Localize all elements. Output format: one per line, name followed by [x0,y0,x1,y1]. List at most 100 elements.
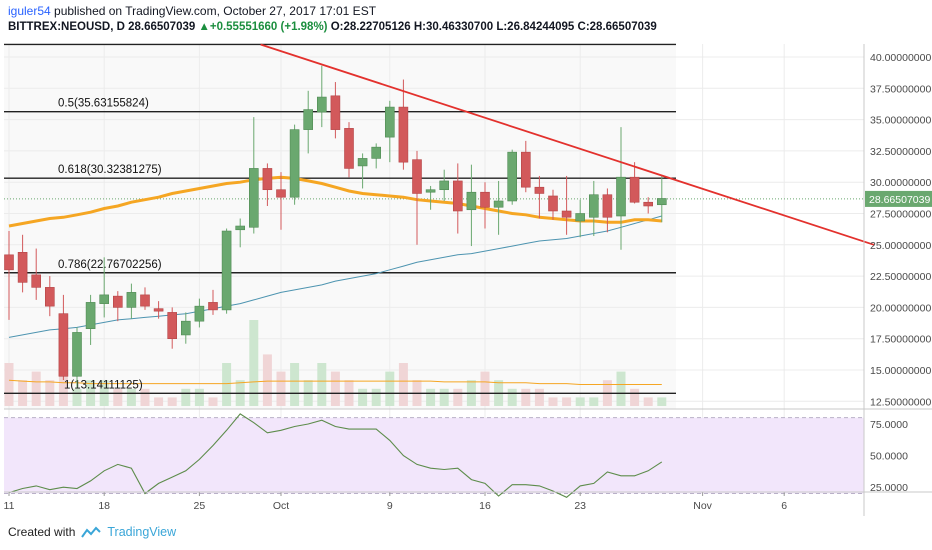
candle [99,257,109,318]
candle-body [140,294,150,307]
price-axis-label: 17.50000000 [870,334,931,346]
candle-body [520,151,531,188]
volume-bar [439,388,449,406]
candle [466,164,477,247]
volume-bar [317,363,327,406]
candle [167,307,177,349]
volume-bar [58,371,68,406]
candle-body [602,194,613,218]
candle-body [126,292,137,308]
candle [588,180,599,237]
candle [235,218,245,248]
candle-body [153,308,164,312]
candle-body [371,146,382,159]
price-axis-label: 20.00000000 [870,302,931,314]
volume-bar [589,397,599,406]
tradingview-logo-icon [81,526,102,538]
candle-body [629,176,640,203]
footer: Created with TradingView [8,525,176,539]
volume-bar [371,388,381,406]
time-axis-label: 16 [479,500,491,512]
rsi-line [8,413,663,498]
symbol-info-line: BITTREX:NEOUSD, D 28.66507039 ▲+0.555516… [8,21,657,33]
last-price: 28.66507039 [124,21,199,33]
volume-bar [167,397,177,406]
price-axis-label: 22.50000000 [870,271,931,283]
candle [575,199,586,238]
publish-line: iguler54 published on TradingView.com, O… [8,4,376,18]
candle-body [276,189,286,198]
candle-body [235,225,245,231]
candle [126,283,137,319]
candle-body [4,254,14,271]
volume-bar [249,320,259,406]
author-link[interactable]: iguler54 [8,4,51,18]
volume-bar [657,397,667,406]
fib-level-label: 0.786(22.76702256) [58,259,162,271]
symbol-label: BITTREX:NEOUSD, D [8,21,125,33]
candle-body [72,332,82,377]
volume-bar [521,388,531,406]
volume-bar [31,371,41,406]
candle-body [181,320,191,336]
candle [44,276,55,317]
tradingview-brand[interactable]: TradingView [107,525,177,539]
volume-bar [358,388,368,406]
candle [344,122,354,178]
volume-bar [548,397,558,406]
volume-bar [154,397,164,406]
volume-bar [562,397,572,406]
candle [208,289,218,315]
candle-body [44,287,55,307]
candle-body [480,191,490,208]
candle-body [289,129,300,198]
volume-bar [290,363,300,406]
volume-bar [4,363,14,406]
price-axis-label: 15.00000000 [870,365,931,377]
candle [439,169,450,201]
candle-body [466,191,477,211]
candle [249,117,259,234]
candle [316,65,327,128]
candle [629,162,640,204]
candle-body [249,168,259,228]
candle-body [588,194,599,218]
fib-level-label: 0.5(35.63155824) [58,98,149,110]
candle-body [534,186,545,194]
volume-bar [398,363,408,406]
candle-body [262,168,273,191]
volume-bar [262,354,272,406]
candle [303,90,314,154]
candle [520,140,531,193]
candle-body [99,294,109,304]
candle-body [85,302,96,329]
volume-bar [426,388,436,406]
volume-bar [113,388,123,406]
rsi-axis-label: 75.0000 [870,419,908,431]
last-price-tag-label: 28.66507039 [869,194,930,206]
candle [31,248,42,300]
time-axis-label: 18 [98,500,110,512]
candle [72,327,82,388]
volume-ma-line [8,379,662,385]
time-axis-label: 23 [574,500,586,512]
trendline [260,43,875,246]
volume-bar [140,388,150,406]
candle [113,291,123,322]
volume-bar [575,397,585,406]
ohlc-values: O:28.22705126 H:30.46330700 L:26.8424409… [327,21,657,33]
candle-body [58,313,69,377]
candle [289,124,300,205]
candle [548,189,558,220]
candle [153,301,164,319]
candle [330,82,341,139]
rsi-band [4,417,864,494]
candle-body [561,210,572,218]
candle-body [398,106,409,163]
candle-body [384,106,395,138]
candle-body [330,95,341,130]
candle-body [452,180,463,212]
candle-body [344,128,354,169]
candle [17,234,28,293]
